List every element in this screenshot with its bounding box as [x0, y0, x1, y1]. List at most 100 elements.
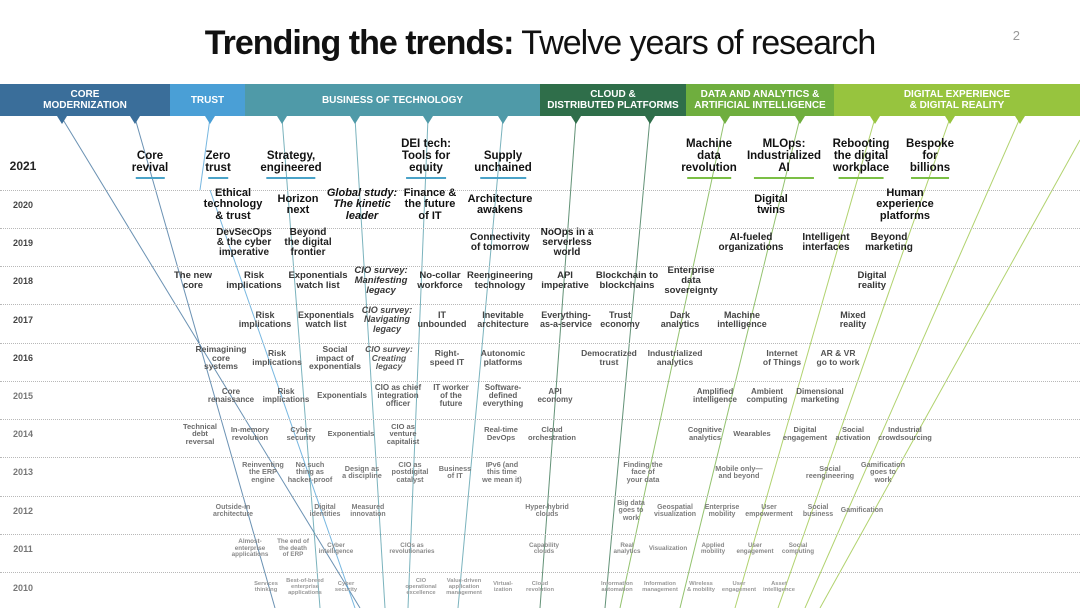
- trend-2021-label: Rebooting the digital workplace: [833, 138, 889, 179]
- connector-line: [539, 117, 577, 608]
- trend-2021-text: Strategy, engineered: [260, 150, 322, 174]
- trend-label: Cyber intelligence: [318, 541, 354, 555]
- trend-label: Risk implications: [226, 270, 282, 291]
- page-title: Trending the trends: Twelve years of res…: [0, 24, 1080, 63]
- macro-force-band: CORE MODERNIZATION: [0, 84, 170, 116]
- trend-label: Digital twins: [754, 192, 788, 216]
- band-pointer: [350, 116, 360, 124]
- band-pointer: [945, 116, 955, 124]
- connector-line: [679, 117, 801, 608]
- trend-underline: [479, 177, 526, 179]
- trend-label: Exponentials watch list: [297, 309, 355, 329]
- trend-label: Gamification goes to work: [860, 459, 906, 484]
- trend-label: Horizon next: [277, 192, 319, 216]
- year-label: 2013: [12, 467, 34, 477]
- trend-label: Real-time DevOps: [484, 425, 518, 442]
- page-number: 2: [1012, 28, 1020, 43]
- trend-2021-label: Strategy, engineered: [260, 150, 322, 179]
- trend-2021-label: MLOps: Industrialized AI: [747, 138, 821, 179]
- year-label: 2021: [9, 159, 37, 173]
- macro-force-band: DIGITAL EXPERIENCE & DIGITAL REALITY: [834, 84, 1080, 116]
- trend-label: CIO operational excellence: [405, 578, 437, 596]
- trend-label: Wearables: [733, 429, 771, 439]
- trend-label: Blockchain to blockchains: [595, 270, 659, 291]
- row-divider: [0, 496, 1080, 497]
- trend-label: Beyond marketing: [865, 231, 913, 253]
- trend-2021-label: Supply unchained: [474, 150, 532, 179]
- band-pointer: [645, 116, 655, 124]
- trend-label: Industrialized analytics: [647, 348, 703, 367]
- trend-underline: [406, 177, 446, 179]
- trend-2021-text: Zero trust: [205, 150, 231, 174]
- trend-label: Core renaissance: [207, 386, 255, 404]
- trend-label: Digital identities: [309, 503, 341, 518]
- year-label: 2010: [12, 583, 34, 593]
- connector-line: [281, 117, 321, 608]
- trend-2021-label: Bespoke for billions: [906, 138, 954, 179]
- trend-label: CIO as postdigital catalyst: [391, 459, 429, 484]
- trend-label: Architecture awakens: [467, 192, 533, 216]
- trend-label: Measured innovation: [350, 503, 386, 518]
- trend-label: Risk implications: [252, 348, 302, 367]
- trend-label: Ethical technology & trust: [203, 187, 263, 222]
- trend-label: Information management: [642, 581, 678, 593]
- row-divider: [0, 190, 1080, 191]
- trend-label: In-memory revolution: [230, 425, 270, 442]
- trend-label: Social activation: [835, 425, 871, 442]
- trend-label: Autonomic platforms: [480, 348, 526, 367]
- trend-label: Cloud orchestration: [528, 425, 576, 442]
- trend-label: CIO as venture capitalist: [386, 421, 420, 446]
- trend-label: Connectivity of tomorrow: [469, 231, 531, 253]
- trend-label: Everything- as-a-service: [539, 309, 593, 329]
- trend-label: DevSecOps & the cyber imperative: [216, 226, 272, 259]
- trend-label: Cyber security: [334, 581, 358, 593]
- connector-line: [604, 117, 651, 608]
- trend-label: No-collar workforce: [417, 270, 463, 291]
- year-label: 2012: [12, 506, 34, 516]
- row-divider: [0, 343, 1080, 344]
- trend-2021-text: DEI tech: Tools for equity: [401, 138, 451, 174]
- connector-line: [199, 117, 211, 191]
- year-label: 2018: [12, 276, 34, 286]
- trend-underline: [910, 177, 950, 179]
- connector-line: [734, 117, 876, 608]
- trend-label: Big data goes to work: [617, 500, 645, 522]
- connector-line: [134, 117, 276, 608]
- trend-2021-label: Core revival: [132, 150, 168, 179]
- trend-label: Global study: The kinetic leader: [326, 187, 398, 222]
- trend-label: API imperative: [541, 270, 589, 291]
- trend-2021-text: Bespoke for billions: [906, 138, 954, 174]
- row-divider: [0, 457, 1080, 458]
- band-pointer: [498, 116, 508, 124]
- trend-2021-text: Core revival: [131, 150, 169, 174]
- band-pointer: [795, 116, 805, 124]
- trend-underline: [207, 177, 229, 179]
- trend-label: Technical debt reversal: [182, 421, 218, 446]
- trend-label: Social reengineering: [805, 463, 855, 480]
- band-pointer: [205, 116, 215, 124]
- trend-2021-text: Machine data revolution: [681, 138, 737, 174]
- connector-line: [777, 117, 951, 608]
- macro-force-band: TRUST: [170, 84, 245, 116]
- trend-label: Right- speed IT: [429, 348, 465, 367]
- row-divider: [0, 304, 1080, 305]
- connector-line: [61, 117, 361, 608]
- row-divider: [0, 381, 1080, 382]
- trend-label: Cyber security: [286, 425, 316, 442]
- trend-label: Risk implications: [238, 309, 292, 329]
- trend-label: Outside-in architecture: [212, 503, 254, 518]
- trend-label: Reengineering technology: [467, 270, 533, 291]
- band-pointer: [57, 116, 67, 124]
- trend-label: AI-fueled organizations: [718, 231, 784, 253]
- trend-label: The new core: [173, 270, 213, 291]
- trend-label: Finance & the future of IT: [403, 187, 457, 222]
- connector-line: [407, 117, 429, 608]
- year-label: 2017: [12, 315, 34, 325]
- trend-underline: [686, 177, 732, 179]
- trend-label: User engagement: [736, 541, 774, 555]
- macro-force-band: CLOUD & DISTRIBUTED PLATFORMS: [540, 84, 686, 116]
- band-pointer: [1015, 116, 1025, 124]
- macro-force-band: BUSINESS OF TECHNOLOGY: [245, 84, 540, 116]
- trend-label: Exponentials watch list: [288, 270, 348, 291]
